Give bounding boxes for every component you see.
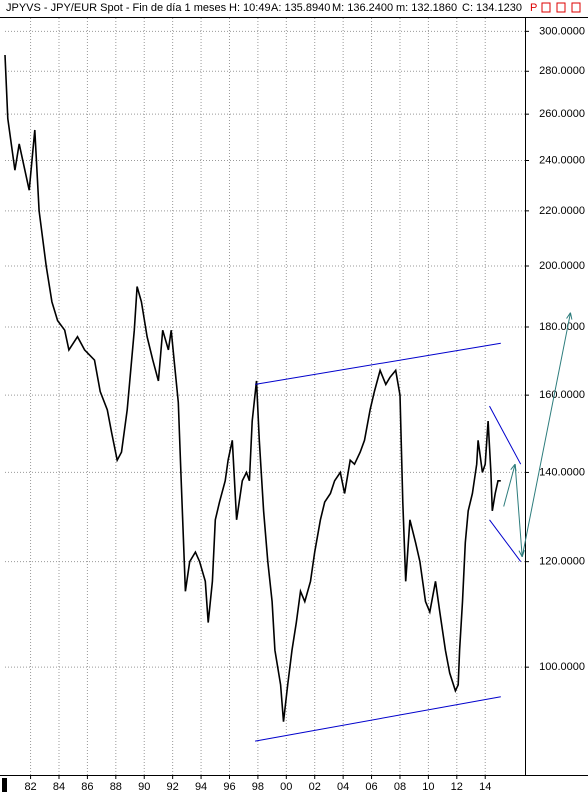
header-stat: A: 135.8940 xyxy=(271,2,330,14)
y-tick-label: 100.0000 xyxy=(539,661,585,673)
x-tick-label: 88 xyxy=(110,781,122,793)
flag-box xyxy=(556,2,566,13)
x-tick-label: 14 xyxy=(479,781,491,793)
trend-line xyxy=(489,405,522,465)
trend-line xyxy=(255,342,501,385)
header-stat: m: 132.1860 xyxy=(396,2,457,14)
y-tick-label: 280.0000 xyxy=(539,65,585,77)
x-tick-label: 90 xyxy=(138,781,150,793)
scroll-marker xyxy=(2,778,7,792)
header-stat: M: 136.2400 xyxy=(332,2,393,14)
chart-title: JPYVS - JPY/EUR Spot - Fin de día 1 mese… xyxy=(6,2,227,14)
x-tick-label: 10 xyxy=(422,781,434,793)
y-tick-label: 220.0000 xyxy=(539,205,585,217)
x-tick-label: 98 xyxy=(252,781,264,793)
flag: P xyxy=(530,2,537,14)
arrow-head xyxy=(510,463,517,472)
x-tick-label: 94 xyxy=(195,781,207,793)
y-tick-label: 180.0000 xyxy=(539,321,585,333)
x-tick-label: 96 xyxy=(223,781,235,793)
x-tick-label: 82 xyxy=(24,781,36,793)
arrow-head xyxy=(566,312,573,320)
y-tick-label: 140.0000 xyxy=(539,466,585,478)
trend-line xyxy=(503,312,571,557)
header-stat: H: 10:49 xyxy=(229,2,271,14)
x-tick-label: 08 xyxy=(394,781,406,793)
y-tick-label: 120.0000 xyxy=(539,556,585,568)
x-tick-label: 06 xyxy=(365,781,377,793)
x-tick-label: 04 xyxy=(337,781,349,793)
flag-box xyxy=(541,2,551,13)
trend-line xyxy=(489,519,522,562)
arrow-head xyxy=(518,550,525,558)
x-tick-label: 86 xyxy=(81,781,93,793)
x-tick-label: 02 xyxy=(309,781,321,793)
trend-line xyxy=(255,696,501,742)
y-tick-label: 160.0000 xyxy=(539,389,585,401)
x-tick-label: 12 xyxy=(451,781,463,793)
y-tick-label: 300.0000 xyxy=(539,25,585,37)
y-tick-label: 260.0000 xyxy=(539,108,585,120)
price-line xyxy=(4,54,501,722)
x-tick-label: 00 xyxy=(280,781,292,793)
y-tick-label: 200.0000 xyxy=(539,260,585,272)
header-stat: C: 134.1230 xyxy=(462,2,522,14)
x-tick-label: 92 xyxy=(167,781,179,793)
flag-box xyxy=(571,2,581,13)
y-tick-label: 240.0000 xyxy=(539,154,585,166)
x-tick-label: 84 xyxy=(53,781,65,793)
